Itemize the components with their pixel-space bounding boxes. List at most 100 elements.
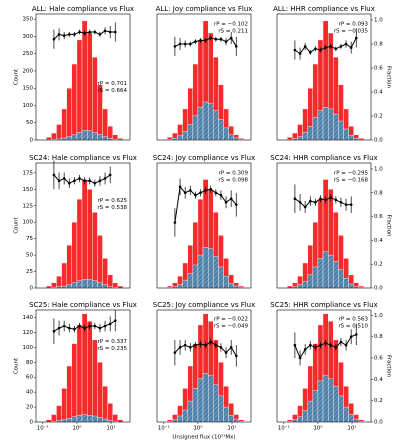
bar bbox=[97, 362, 103, 423]
fraction-point bbox=[224, 200, 228, 204]
fraction-point bbox=[83, 31, 86, 35]
fraction-point bbox=[204, 39, 207, 42]
bar-hatch bbox=[97, 282, 103, 288]
bar bbox=[76, 198, 83, 289]
bar-hatch bbox=[51, 287, 57, 288]
plot-frame bbox=[35, 309, 131, 423]
fraction-point bbox=[83, 326, 86, 330]
bar bbox=[102, 385, 108, 423]
annotation: rS = 0.235 bbox=[97, 346, 127, 352]
fraction-point bbox=[354, 333, 358, 336]
bar-hatch bbox=[302, 132, 308, 140]
fraction-point bbox=[314, 346, 317, 349]
bar bbox=[76, 39, 83, 141]
y-tick-label: 250 bbox=[23, 51, 34, 57]
bar-hatch bbox=[56, 286, 62, 288]
bar-hatch bbox=[87, 130, 93, 140]
y-tick-label: 40 bbox=[26, 390, 33, 396]
fraction-point bbox=[93, 30, 97, 34]
bar bbox=[102, 258, 108, 289]
bar-hatch bbox=[208, 375, 214, 422]
bar-hatch bbox=[71, 282, 77, 288]
y2-tick-label: 0.0 bbox=[374, 286, 383, 292]
bar-hatch bbox=[203, 373, 209, 422]
annotation: rP = −0.022 bbox=[214, 316, 248, 322]
bar bbox=[92, 56, 98, 141]
bar bbox=[87, 32, 93, 141]
fraction-point bbox=[52, 37, 56, 41]
bar-hatch bbox=[307, 401, 313, 422]
fraction-point bbox=[234, 45, 238, 48]
bar-hatch bbox=[92, 132, 98, 140]
annotation: rS = 0.510 bbox=[338, 323, 368, 329]
bar-hatch bbox=[323, 375, 329, 422]
fraction-point bbox=[308, 343, 312, 347]
bar-hatch bbox=[292, 286, 298, 288]
bar bbox=[66, 88, 73, 141]
bar-hatch bbox=[317, 258, 324, 288]
bar-hatch bbox=[76, 280, 83, 288]
fraction-point bbox=[293, 48, 297, 52]
fraction-point bbox=[103, 29, 107, 33]
bar-hatch bbox=[172, 138, 178, 140]
fraction-point bbox=[67, 181, 71, 185]
y-tick-label: 25 bbox=[26, 269, 33, 275]
annotation: rS = −0.049 bbox=[214, 323, 249, 329]
fraction-point bbox=[194, 343, 197, 347]
fraction-point bbox=[293, 197, 297, 201]
fraction-point bbox=[204, 189, 207, 192]
y2-tick-label: 0.0 bbox=[374, 420, 383, 426]
bar bbox=[71, 63, 78, 141]
bar-hatch bbox=[71, 134, 77, 140]
chart-title: SC24: HHR compliance vs Flux bbox=[270, 154, 377, 162]
bar bbox=[107, 125, 113, 141]
y-tick-label: 0 bbox=[30, 138, 34, 144]
fraction-point bbox=[209, 340, 213, 344]
fraction-point bbox=[88, 324, 92, 328]
y-tick-label: 350 bbox=[23, 17, 34, 23]
fraction-point bbox=[329, 196, 333, 199]
bar bbox=[56, 275, 62, 289]
fraction-point bbox=[319, 197, 322, 201]
bar bbox=[71, 343, 78, 423]
x-tick-label: 10¹ bbox=[347, 425, 356, 432]
bar-hatch bbox=[112, 421, 118, 422]
y-tick-label: 20 bbox=[26, 405, 33, 411]
y2-tick-label: 0.6 bbox=[374, 214, 383, 220]
fraction-point bbox=[334, 47, 338, 51]
bar-hatch bbox=[61, 286, 67, 288]
bar-hatch bbox=[208, 103, 214, 140]
bar bbox=[81, 179, 88, 289]
fraction-point bbox=[349, 335, 353, 338]
plot-frame bbox=[276, 309, 372, 423]
x-tick-label: 10⁰ bbox=[193, 425, 203, 432]
bar-hatch bbox=[203, 247, 209, 288]
y-tick-label: 60 bbox=[26, 375, 33, 381]
annotation: rS = −0.168 bbox=[334, 178, 369, 184]
bar bbox=[102, 108, 108, 141]
fraction-point bbox=[103, 324, 107, 328]
plot-frame bbox=[156, 13, 252, 141]
bar-hatch bbox=[61, 419, 67, 422]
bar-hatch bbox=[312, 117, 318, 140]
fraction-point bbox=[52, 330, 56, 333]
y-axis-label: Count bbox=[14, 216, 20, 233]
y2-tick-label: 0.8 bbox=[374, 190, 383, 196]
fraction-point bbox=[98, 326, 102, 330]
fraction-point bbox=[303, 348, 307, 351]
fraction-point bbox=[229, 36, 233, 40]
chart-title: ALL: Joy compliance vs Flux bbox=[156, 5, 253, 13]
bar-hatch bbox=[358, 421, 364, 422]
fraction-point bbox=[173, 221, 177, 224]
fraction-point bbox=[334, 346, 338, 349]
bar-hatch bbox=[92, 416, 98, 422]
bar-hatch bbox=[97, 417, 103, 422]
fraction-point bbox=[219, 346, 223, 349]
annotation: rP = 0.093 bbox=[339, 22, 369, 28]
bar-hatch bbox=[92, 280, 98, 288]
bar-hatch bbox=[182, 131, 188, 140]
bar bbox=[66, 365, 73, 423]
annotation: rS = 0.098 bbox=[218, 178, 248, 184]
y-tick-label: 0 bbox=[30, 286, 34, 292]
fraction-point bbox=[209, 36, 213, 40]
